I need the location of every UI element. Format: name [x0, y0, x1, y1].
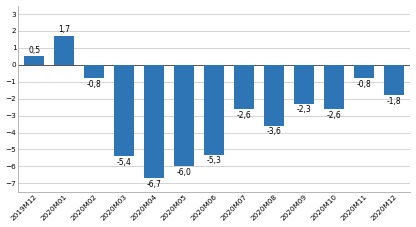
Bar [354, 65, 374, 78]
Text: 1,7: 1,7 [58, 25, 70, 34]
Bar [144, 65, 164, 178]
Text: -0,8: -0,8 [87, 80, 102, 89]
Text: -5,3: -5,3 [207, 156, 221, 165]
Bar [324, 65, 344, 109]
Text: -2,3: -2,3 [297, 105, 312, 114]
Bar [84, 65, 104, 78]
Text: -5,4: -5,4 [117, 158, 131, 167]
Text: -2,6: -2,6 [327, 111, 342, 119]
Bar [174, 65, 194, 166]
Text: 0,5: 0,5 [28, 46, 40, 55]
Text: -6,7: -6,7 [147, 180, 161, 189]
Bar [25, 56, 44, 65]
Bar [264, 65, 284, 126]
Bar [384, 65, 404, 95]
Bar [114, 65, 134, 156]
Text: -0,8: -0,8 [357, 80, 371, 89]
Text: -2,6: -2,6 [237, 111, 251, 119]
Bar [204, 65, 224, 155]
Text: -3,6: -3,6 [267, 127, 282, 136]
Text: -6,0: -6,0 [177, 168, 191, 177]
Bar [294, 65, 314, 104]
Bar [234, 65, 254, 109]
Bar [54, 36, 74, 65]
Text: -1,8: -1,8 [386, 97, 401, 106]
